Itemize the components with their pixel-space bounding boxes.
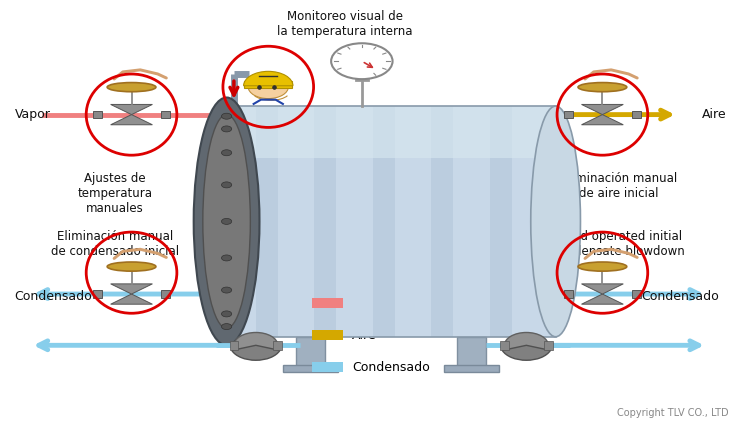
Text: Monitoreo visual de
la temperatura interna: Monitoreo visual de la temperatura inter…	[278, 10, 413, 38]
Bar	[93, 111, 102, 118]
Text: Ajustes de
temperatura
manuales: Ajustes de temperatura manuales	[77, 172, 152, 215]
Circle shape	[221, 218, 232, 224]
Bar	[244, 82, 292, 88]
Wedge shape	[243, 71, 293, 86]
Text: Eliminación manual
de condensado inicial: Eliminación manual de condensado inicial	[50, 230, 179, 258]
Circle shape	[221, 150, 232, 156]
Bar	[314, 106, 336, 337]
Ellipse shape	[107, 83, 156, 92]
Wedge shape	[502, 345, 551, 360]
Bar	[312, 298, 343, 308]
Polygon shape	[111, 294, 152, 304]
Circle shape	[221, 182, 232, 188]
Circle shape	[221, 255, 232, 261]
Wedge shape	[232, 345, 280, 360]
Bar	[226, 106, 556, 337]
Circle shape	[505, 332, 548, 358]
Circle shape	[221, 311, 232, 317]
Bar	[93, 291, 102, 298]
Text: Vapor: Vapor	[352, 297, 389, 310]
Bar	[444, 366, 500, 372]
Bar	[161, 291, 169, 298]
Bar	[431, 106, 453, 337]
Polygon shape	[582, 284, 623, 294]
Bar	[500, 341, 509, 350]
Circle shape	[248, 75, 289, 98]
Bar	[632, 291, 641, 298]
Bar	[312, 362, 343, 372]
Text: Autoclave: Autoclave	[349, 303, 407, 316]
Bar	[564, 111, 573, 118]
Bar	[564, 291, 573, 298]
Polygon shape	[111, 284, 152, 294]
Circle shape	[331, 43, 392, 79]
Bar	[273, 341, 282, 350]
Bar	[632, 111, 641, 118]
Bar	[490, 106, 512, 337]
Bar	[161, 111, 169, 118]
Polygon shape	[582, 294, 623, 304]
Bar	[296, 337, 326, 367]
Circle shape	[221, 113, 232, 119]
Text: Aire: Aire	[702, 108, 727, 121]
Text: Condensado: Condensado	[641, 290, 719, 303]
Ellipse shape	[531, 106, 580, 337]
Bar	[373, 106, 394, 337]
Circle shape	[234, 332, 278, 358]
Bar	[283, 366, 338, 372]
Ellipse shape	[203, 115, 250, 328]
Bar	[229, 341, 238, 350]
Bar	[312, 330, 343, 340]
Polygon shape	[111, 104, 152, 115]
Text: Aire: Aire	[352, 329, 377, 341]
Bar	[256, 106, 278, 337]
Ellipse shape	[107, 262, 156, 271]
Ellipse shape	[194, 98, 260, 345]
Bar	[457, 337, 486, 367]
Text: Condensado: Condensado	[352, 361, 430, 374]
Bar	[226, 106, 556, 337]
Ellipse shape	[578, 83, 627, 92]
Polygon shape	[582, 104, 623, 115]
Polygon shape	[111, 115, 152, 125]
Text: Copyright TLV CO., LTD: Copyright TLV CO., LTD	[617, 408, 729, 418]
Text: Hand operated initial
condensate blowdown: Hand operated initial condensate blowdow…	[554, 230, 685, 258]
Text: Vapor: Vapor	[15, 108, 50, 121]
Bar	[544, 341, 553, 350]
Text: Condensado: Condensado	[15, 290, 92, 303]
Text: Eliminación manual
de aire inicial: Eliminación manual de aire inicial	[561, 172, 677, 200]
Circle shape	[221, 126, 232, 132]
Polygon shape	[582, 115, 623, 125]
Circle shape	[221, 324, 232, 329]
Bar	[226, 106, 556, 158]
Ellipse shape	[578, 262, 627, 271]
Circle shape	[221, 287, 232, 293]
